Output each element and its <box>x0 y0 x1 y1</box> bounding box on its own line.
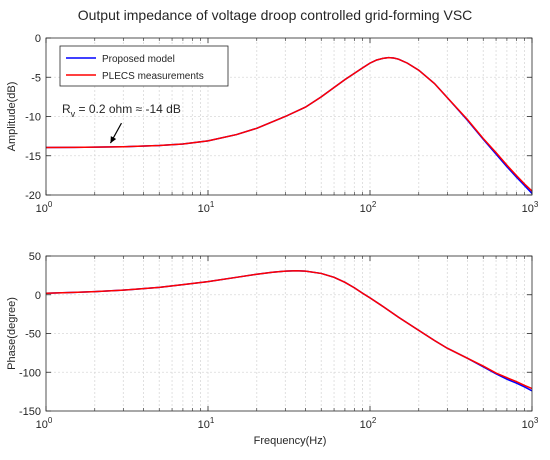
annotation-arrow-head <box>110 136 117 144</box>
legend-box <box>59 45 229 87</box>
figure-title: Output impedance of voltage droop contro… <box>78 7 473 23</box>
amplitude-x-tick-label: 103 <box>522 200 539 215</box>
phase-x-tick-label: 101 <box>198 416 215 431</box>
amplitude-y-tick-label: 0 <box>35 33 41 45</box>
legend-entry-label: Proposed model <box>102 54 175 65</box>
amplitude-x-tick-label: 102 <box>360 200 377 215</box>
phase-y-tick-label: 0 <box>35 290 41 302</box>
phase-panel: 100 101 102 103 -150 -100 -50 0 50 Phase(degree) <box>6 251 539 431</box>
amplitude-annotation: Rv = 0.2 ohm ≈ -14 dB <box>62 102 181 144</box>
amplitude-y-tick-label: -15 <box>25 151 41 163</box>
phase-y-axis-label: Phase(degree) <box>6 297 18 370</box>
amplitude-y-axis-label: Amplitude(dB) <box>6 82 18 152</box>
phase-y-tick-label: -50 <box>25 329 41 341</box>
amplitude-x-tick-label: 100 <box>36 200 53 215</box>
x-axis-label: Frequency(Hz) <box>254 435 327 447</box>
amplitude-x-tick-label: 101 <box>198 200 215 215</box>
amplitude-y-tick-label: -20 <box>25 190 41 202</box>
phase-x-tick-label: 100 <box>36 416 53 431</box>
phase-y-tick-label: -100 <box>19 367 41 379</box>
phase-x-tick-label: 102 <box>360 416 377 431</box>
legend-entry-label: PLECS measurements <box>102 71 204 82</box>
phase-x-tick-label: 103 <box>522 416 539 431</box>
phase-y-tick-label: -150 <box>19 406 41 418</box>
amplitude-legend: Proposed model PLECS measurements <box>59 45 229 87</box>
amplitude-panel: 100 101 102 103 -20 -15 -10 -5 0 Amplitude(dB) Pro… <box>6 33 539 215</box>
amplitude-y-tick-label: -10 <box>25 112 41 124</box>
phase-y-tick-label: 50 <box>29 251 41 263</box>
amplitude-series-plecs-measurements-line <box>46 56 532 192</box>
amplitude-y-tick-label: -5 <box>31 72 41 84</box>
phase-series-plecs-measurements-line <box>46 269 532 390</box>
annotation-text: Rv = 0.2 ohm ≈ -14 dB <box>62 102 181 119</box>
